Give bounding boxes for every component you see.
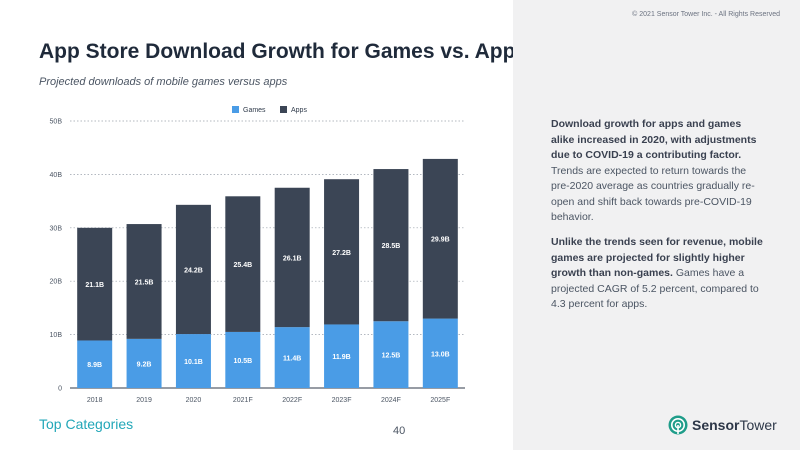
bar-games: [274, 327, 310, 388]
y-tick-label: 0: [58, 386, 62, 393]
y-tick-label: 50B: [50, 119, 63, 126]
legend-label: Apps: [291, 107, 307, 114]
x-tick-label: 2025F: [430, 397, 450, 404]
x-tick-label: 2018: [87, 397, 103, 404]
top-categories-link[interactable]: Top Categories: [39, 416, 134, 432]
data-label: 25.4B: [233, 262, 252, 269]
bar-apps: [324, 179, 360, 325]
logo-wordmark: SensorTower: [692, 417, 777, 433]
bar-games: [422, 318, 458, 388]
bar-games: [175, 334, 211, 388]
y-tick-label: 30B: [50, 225, 63, 232]
stacked-bar-chart: 0 10B 20B 30B 40B 50B 8.9B 21.1B 2018 9.2B 21.5B 20…: [50, 106, 465, 404]
bar-apps: [77, 227, 113, 341]
page-number: 40: [393, 425, 406, 437]
data-label: 10.5B: [233, 358, 252, 365]
page-title: App Store Download Growth for Games vs. …: [39, 40, 528, 63]
legend-swatch: [232, 106, 239, 113]
insight-2-highlight: Unlike the trends seen for revenue, mobi…: [551, 236, 763, 279]
sidebar-panel: [513, 0, 800, 450]
legend-label: Games: [243, 107, 266, 114]
bar-apps: [225, 196, 261, 332]
content-area: App Store Download Growth for Games vs. …: [20, 40, 528, 437]
data-label: 24.2B: [184, 267, 203, 274]
x-tick-label: 2024F: [381, 397, 401, 404]
chart-container: 0 10B 20B 30B 40B 50B 8.9B 21.1B 2018 9.2B 21.5B 20…: [20, 100, 480, 410]
data-label: 13.0B: [431, 351, 450, 358]
bar-apps: [274, 187, 310, 328]
data-label: 21.1B: [85, 282, 104, 289]
bar-games: [77, 340, 113, 388]
insight-paragraph-2: Unlike the trends seen for revenue, mobi…: [551, 235, 766, 313]
y-tick-label: 10B: [50, 332, 63, 339]
insight-paragraph-1: Download growth for apps and games alike…: [551, 117, 766, 226]
data-label: 29.9B: [431, 237, 450, 244]
bar-apps: [126, 224, 162, 339]
x-tick-label: 2023F: [332, 397, 352, 404]
bar-games: [225, 331, 261, 388]
data-label: 11.4B: [283, 356, 301, 363]
page-subtitle: Projected downloads of mobile games vers…: [39, 76, 288, 88]
bar-apps: [373, 169, 409, 322]
insight-1-highlight: Download growth for apps and games alike…: [551, 118, 757, 161]
bar-games: [126, 338, 162, 388]
x-tick-label: 2020: [186, 397, 202, 404]
sensor-tower-logo: SensorTower: [668, 415, 777, 435]
x-tick-label: 2022F: [282, 397, 302, 404]
y-tick-label: 40B: [50, 172, 63, 179]
data-label: 28.5B: [382, 243, 401, 250]
data-label: 12.5B: [382, 353, 401, 360]
data-label: 26.1B: [283, 255, 302, 262]
data-label: 10.1B: [184, 359, 203, 366]
legend-swatch: [280, 106, 287, 113]
bar-games: [324, 324, 360, 388]
bar-games: [373, 321, 409, 388]
bar-apps: [175, 204, 211, 335]
data-label: 27.2B: [332, 250, 351, 257]
data-label: 11.9B: [332, 354, 350, 361]
logo-wordmark-light: Tower: [739, 417, 777, 433]
data-label: 9.2B: [137, 361, 152, 368]
x-tick-label: 2021F: [233, 397, 253, 404]
data-label: 8.9B: [87, 362, 102, 369]
y-tick-label: 20B: [50, 279, 63, 286]
x-tick-label: 2019: [136, 397, 152, 404]
insight-1-body: Trends are expected to return towards th…: [551, 164, 755, 224]
copyright-notice: © 2021 Sensor Tower Inc. - All Rights Re…: [632, 11, 780, 18]
data-label: 21.5B: [135, 279, 154, 286]
bar-apps: [422, 158, 458, 319]
insight-2-body: Games have a projected CAGR of 5.2 perce…: [551, 267, 759, 310]
logo-wordmark-bold: Sensor: [692, 417, 740, 433]
sensor-tower-logo-icon: [668, 415, 688, 435]
